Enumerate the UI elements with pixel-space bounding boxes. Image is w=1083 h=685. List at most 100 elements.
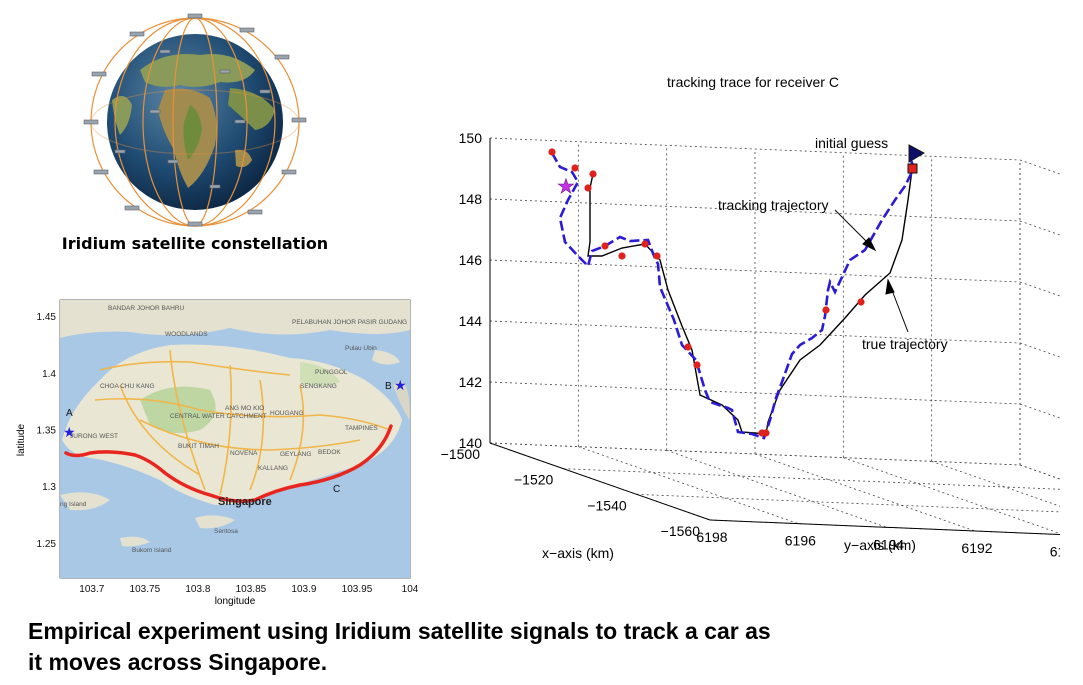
map-y-tick: 1.35: [37, 425, 57, 436]
map-y-tick: 1.3: [42, 482, 56, 493]
x-tick-label: −1520: [514, 472, 554, 488]
y-tick-label: 6190: [1050, 544, 1060, 560]
x-tick-label: −1540: [587, 497, 627, 513]
place-label: PELABUHAN JOHOR PASIR GUDANG: [292, 319, 407, 326]
checkpoint-marker: [618, 252, 626, 260]
initial-guess-marker: [908, 144, 926, 163]
map-y-tick: 1.45: [37, 312, 57, 323]
grid-line: [1019, 342, 1060, 358]
y-tick-label: 6194: [873, 536, 904, 552]
grid-line: [636, 493, 1060, 513]
place-label: KALLANG: [258, 465, 288, 472]
checkpoint-marker: [641, 240, 649, 248]
figure-caption: Empirical experiment using Iridium satel…: [28, 616, 1068, 678]
grid-line: [931, 460, 1060, 507]
iridium-globe-image: [83, 13, 307, 227]
start-square-marker: [907, 163, 918, 174]
annotation-initial-guess: initial guess: [815, 135, 888, 151]
tracking-trace-chart: tracking trace for receiver C 140 142 144 1…: [441, 74, 1060, 561]
checkpoint-marker: [601, 242, 609, 250]
caption-line-2: it moves across Singapore.: [28, 649, 328, 675]
earth-icon: [107, 34, 283, 210]
car-route-path: [64, 424, 393, 503]
place-label: CENTRAL WATER CATCHMENT: [170, 413, 267, 420]
z-tick-label: 148: [459, 191, 483, 207]
z-tick-label: 146: [459, 252, 483, 268]
end-star-marker: ★: [557, 174, 575, 198]
checkpoint-marker: [762, 429, 770, 437]
map-x-tick: 103.85: [236, 584, 267, 595]
map-y-tick: 1.4: [42, 369, 56, 380]
chart-axes: [489, 138, 1060, 536]
annotation-tracking-trajectory: tracking trajectory: [718, 197, 828, 213]
checkpoint-marker: [857, 298, 865, 306]
grid-line: [489, 198, 1021, 222]
chart-title: tracking trace for receiver C: [667, 74, 839, 90]
z-tick-label: 144: [459, 313, 483, 329]
y-tick-label: 6196: [785, 533, 816, 549]
place-label: TAMPINES: [345, 425, 378, 432]
place-label: HOUGANG: [270, 410, 304, 417]
chart-ylabel: y−axis (km): [844, 537, 916, 553]
y-tick-label: 6192: [961, 540, 992, 556]
annotation-true-trajectory: true trajectory: [862, 336, 948, 352]
checkpoint-markers: [548, 148, 865, 437]
annotation-arrows: [834, 209, 909, 333]
place-label: GEYLANG: [280, 451, 311, 458]
place-label: JURONG WEST: [70, 433, 118, 440]
map-x-tick: 103.95: [342, 584, 373, 595]
grid-line: [489, 442, 1021, 466]
place-label: Bukom Island: [132, 547, 172, 554]
grid-line: [563, 468, 1060, 490]
z-tick-label: 150: [459, 130, 483, 146]
map-x-tick: 103.9: [291, 584, 316, 595]
place-label: WOODLANDS: [165, 331, 208, 338]
grid-line: [754, 453, 976, 532]
grid-line: [1019, 281, 1060, 297]
checkpoint-marker: [548, 148, 556, 156]
x-tick-label: −1500: [441, 446, 481, 462]
map-x-tick: 103.75: [130, 584, 161, 595]
map-x-tick: 103.7: [79, 584, 104, 595]
checkpoint-marker: [684, 343, 692, 351]
place-label: Sentosa: [214, 528, 238, 535]
map-xlabel: longitude: [215, 596, 256, 607]
map-y-tick: 1.25: [37, 539, 57, 550]
y-axis-line: [709, 519, 1060, 536]
place-label: Pulau Ubin: [345, 345, 377, 352]
checkpoint-marker: [589, 170, 597, 178]
map-ylabel: latitude: [16, 423, 27, 456]
x-tick-label: −1560: [661, 523, 701, 539]
place-label: BUKIT TIMAH: [178, 443, 219, 450]
z-tick-label: 142: [459, 374, 483, 390]
singapore-label: Singapore: [218, 496, 272, 508]
z-tick-label: 140: [459, 435, 483, 451]
place-label: SENGKANG: [300, 383, 337, 390]
place-label: PUNGGOL: [315, 369, 348, 376]
start-star-icon: ★: [63, 425, 76, 441]
point-label-c: C: [333, 484, 340, 495]
tracking-trajectory-line: [550, 152, 916, 440]
grid-line: [1019, 159, 1060, 175]
end-star-icon: ★: [394, 378, 407, 394]
map-background: [60, 300, 410, 578]
grid-line: [1019, 464, 1060, 480]
checkpoint-marker: [693, 361, 701, 369]
place-label: BEDOK: [318, 449, 341, 456]
checkpoint-marker: [571, 164, 579, 172]
grid-line: [578, 446, 799, 525]
chart-tick-labels: 140142144146148150−1500−1520−1540−156061…: [441, 130, 1060, 560]
grid-line: [843, 457, 1060, 534]
place-label: ng Island: [60, 501, 87, 508]
place-label: NOVENA: [230, 450, 258, 457]
y-tick-label: 6198: [696, 529, 727, 545]
caption-line-1: Empirical experiment using Iridium satel…: [28, 618, 771, 644]
checkpoint-marker: [584, 184, 592, 192]
globe-caption: Iridium satellite constellation: [61, 234, 329, 253]
chart-xlabel: x−axis (km): [542, 545, 614, 561]
chart-grid: [489, 137, 1060, 535]
checkpoint-marker: [822, 306, 830, 314]
grid-line: [489, 259, 1021, 283]
grid-line: [489, 137, 1021, 161]
place-label: ANG MO KIO: [225, 405, 264, 412]
